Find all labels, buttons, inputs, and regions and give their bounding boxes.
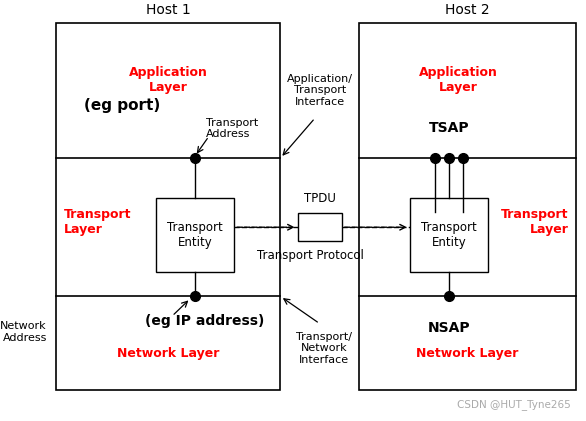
Text: Application
Layer: Application Layer <box>129 67 208 94</box>
Text: Transport
Entity: Transport Entity <box>167 221 223 249</box>
Text: Transport/
Network
Interface: Transport/ Network Interface <box>297 332 352 365</box>
FancyBboxPatch shape <box>298 213 342 241</box>
FancyBboxPatch shape <box>359 23 576 390</box>
Text: TSAP: TSAP <box>428 121 469 135</box>
Text: Application/
Transport
Interface: Application/ Transport Interface <box>287 74 353 107</box>
Text: Transport
Entity: Transport Entity <box>421 221 477 249</box>
Text: CSDN @HUT_Tyne265: CSDN @HUT_Tyne265 <box>458 399 571 410</box>
FancyBboxPatch shape <box>156 197 234 272</box>
FancyBboxPatch shape <box>56 23 281 390</box>
Text: Network Layer: Network Layer <box>416 347 519 360</box>
Text: Network
Address: Network Address <box>1 321 47 343</box>
Text: Transport
Layer: Transport Layer <box>63 208 131 236</box>
Text: TPDU: TPDU <box>304 192 336 205</box>
FancyBboxPatch shape <box>410 197 488 272</box>
Text: Host 2: Host 2 <box>445 3 490 16</box>
Text: Transport
Address: Transport Address <box>206 117 258 139</box>
Text: Transport Protocol: Transport Protocol <box>257 249 364 262</box>
Text: (eg port): (eg port) <box>84 98 160 112</box>
Text: Host 1: Host 1 <box>146 3 190 16</box>
Text: NSAP: NSAP <box>428 321 470 335</box>
Text: Application
Layer: Application Layer <box>419 67 498 94</box>
Text: Transport
Layer: Transport Layer <box>501 208 568 236</box>
Text: (eg IP address): (eg IP address) <box>145 314 264 328</box>
Text: Network Layer: Network Layer <box>117 347 220 360</box>
